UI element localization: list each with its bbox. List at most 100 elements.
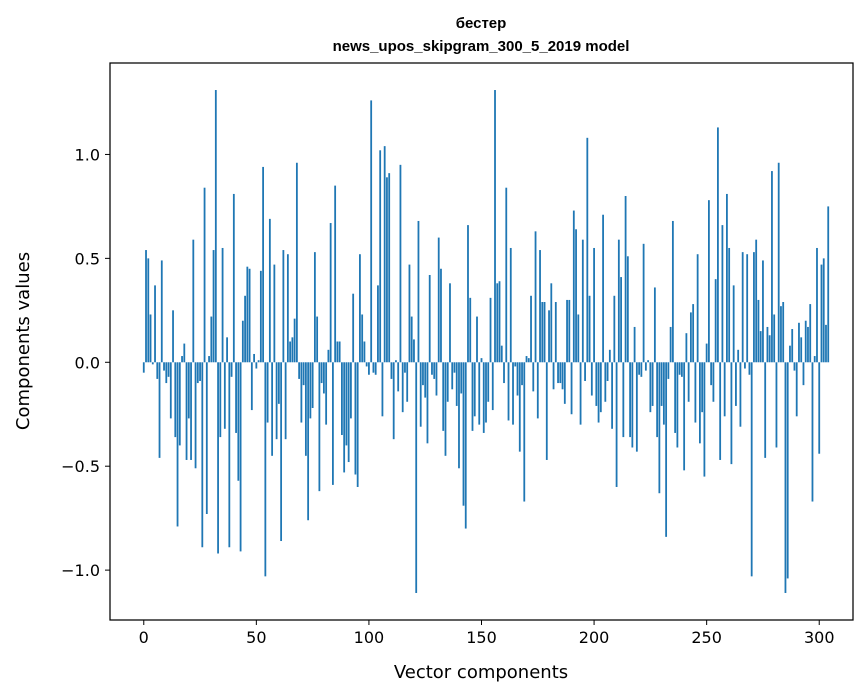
x-tick-label: 0 bbox=[139, 628, 149, 647]
bar bbox=[350, 362, 352, 419]
bar bbox=[205, 362, 208, 514]
bar bbox=[516, 362, 519, 396]
bar bbox=[753, 252, 755, 363]
bar bbox=[282, 250, 285, 363]
bar bbox=[771, 171, 773, 363]
bar bbox=[721, 225, 724, 363]
bar bbox=[762, 260, 764, 363]
bar bbox=[543, 302, 546, 363]
bar bbox=[230, 362, 233, 377]
bar bbox=[509, 247, 512, 363]
bar bbox=[653, 287, 656, 363]
bar bbox=[383, 146, 386, 363]
bar bbox=[714, 279, 717, 363]
bar bbox=[548, 310, 550, 363]
bar bbox=[521, 362, 523, 386]
bar bbox=[744, 362, 746, 369]
bar bbox=[798, 322, 800, 363]
bar bbox=[604, 362, 607, 402]
bar bbox=[536, 362, 539, 419]
bar bbox=[226, 337, 228, 363]
bar bbox=[268, 218, 271, 363]
bar bbox=[345, 362, 348, 446]
bar bbox=[250, 362, 253, 411]
bar bbox=[757, 299, 760, 363]
bar bbox=[395, 360, 397, 363]
bar bbox=[703, 362, 706, 477]
bar bbox=[759, 331, 762, 363]
bar bbox=[586, 137, 589, 363]
bar bbox=[329, 223, 332, 363]
bar bbox=[550, 283, 553, 363]
bar bbox=[194, 362, 197, 469]
bar bbox=[730, 362, 733, 465]
bar bbox=[532, 362, 535, 392]
y-tick-label: 0.0 bbox=[75, 353, 100, 372]
bar bbox=[680, 362, 683, 377]
bar bbox=[399, 164, 402, 363]
bar bbox=[453, 362, 456, 373]
bar bbox=[440, 268, 442, 363]
bar bbox=[156, 362, 159, 379]
bar bbox=[433, 362, 436, 379]
bar bbox=[167, 362, 170, 377]
bar bbox=[368, 362, 370, 375]
x-tick-label: 50 bbox=[246, 628, 266, 647]
bar bbox=[354, 362, 357, 475]
bar bbox=[674, 362, 677, 433]
bar bbox=[539, 250, 541, 363]
bar bbox=[566, 299, 568, 363]
bar bbox=[404, 362, 406, 373]
chart-subtitle: news_upos_skipgram_300_5_2019 model bbox=[333, 38, 630, 55]
x-axis-label: Vector components bbox=[394, 662, 568, 683]
bar bbox=[291, 337, 294, 363]
y-axis-ticks: −1.0 −0.5 0.0 0.5 1.0 bbox=[61, 145, 110, 580]
bar bbox=[552, 362, 555, 390]
bar bbox=[471, 362, 474, 431]
bar bbox=[602, 214, 604, 363]
bar bbox=[298, 362, 301, 379]
bar bbox=[807, 326, 809, 363]
bar bbox=[726, 193, 728, 363]
bar bbox=[325, 362, 328, 425]
bar bbox=[214, 90, 217, 363]
bar bbox=[633, 326, 636, 363]
bar bbox=[491, 362, 494, 411]
bar bbox=[584, 362, 586, 381]
bar bbox=[462, 362, 465, 506]
bar bbox=[467, 225, 469, 363]
bar bbox=[307, 362, 310, 521]
bar bbox=[428, 274, 431, 363]
bar bbox=[444, 362, 447, 456]
bar bbox=[732, 285, 735, 363]
bar bbox=[347, 362, 350, 463]
bar-series bbox=[142, 90, 830, 593]
bar bbox=[221, 247, 224, 363]
bar bbox=[685, 333, 688, 363]
bar bbox=[651, 362, 654, 406]
bar bbox=[665, 362, 668, 537]
bar bbox=[390, 362, 393, 379]
bar bbox=[255, 362, 258, 369]
bar bbox=[379, 150, 382, 363]
bar bbox=[187, 362, 190, 419]
bar bbox=[386, 177, 388, 363]
bar bbox=[458, 362, 460, 469]
bar bbox=[793, 362, 796, 371]
bar bbox=[512, 362, 514, 425]
bar bbox=[446, 362, 449, 402]
bar bbox=[449, 283, 451, 363]
bar bbox=[426, 362, 429, 444]
bar bbox=[568, 299, 571, 363]
bar bbox=[570, 362, 573, 415]
bar bbox=[212, 250, 215, 363]
bar bbox=[271, 362, 274, 456]
bar bbox=[196, 362, 199, 384]
bar bbox=[534, 231, 537, 363]
bar bbox=[370, 100, 373, 363]
bar bbox=[304, 362, 307, 456]
bar bbox=[631, 362, 634, 448]
y-tick-label: −1.0 bbox=[61, 561, 100, 580]
bar bbox=[392, 362, 395, 440]
